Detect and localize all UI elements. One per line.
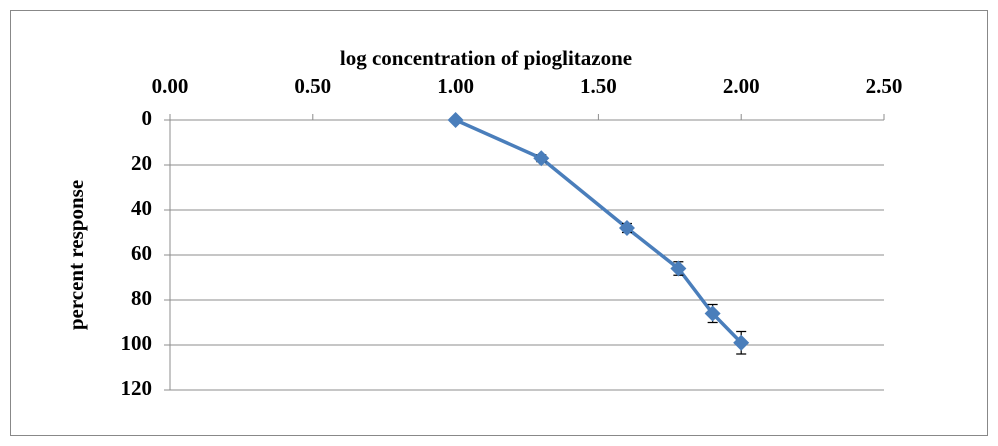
y-tick-label: 100	[121, 331, 153, 355]
x-tick-label: 2.50	[866, 74, 903, 98]
y-axis-title: percent response	[64, 180, 88, 330]
x-tick-label: 0.50	[294, 74, 331, 98]
x-tick-label: 2.00	[723, 74, 760, 98]
marker	[733, 334, 750, 351]
marker	[704, 305, 721, 322]
y-tick-label: 20	[131, 151, 152, 175]
x-tick-label: 1.00	[437, 74, 474, 98]
data-line	[454, 118, 743, 344]
chart-border	[10, 10, 988, 436]
y-tick-label: 80	[131, 286, 152, 310]
x-axis-title: log concentration of pioglitazone	[340, 46, 632, 70]
marker	[533, 150, 550, 167]
y-tick-label: 0	[142, 106, 153, 130]
y-tick-label: 60	[131, 241, 152, 265]
y-tick-label: 120	[121, 376, 153, 400]
marker	[447, 112, 464, 128]
y-tick-label: 40	[131, 196, 152, 220]
x-tick-label: 0.00	[152, 74, 189, 98]
x-tick-label: 1.50	[580, 74, 617, 98]
marker	[670, 260, 687, 277]
marker	[618, 220, 635, 236]
